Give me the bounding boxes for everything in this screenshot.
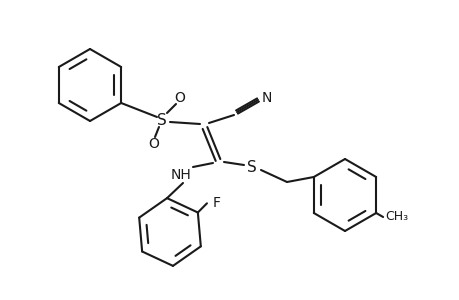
Text: CH₃: CH₃ [384, 211, 407, 224]
Text: S: S [157, 112, 167, 128]
Text: F: F [213, 196, 220, 210]
Text: O: O [148, 137, 159, 151]
Text: NH: NH [170, 168, 191, 182]
Text: N: N [262, 91, 272, 105]
Text: S: S [246, 160, 256, 175]
Text: O: O [174, 91, 185, 105]
